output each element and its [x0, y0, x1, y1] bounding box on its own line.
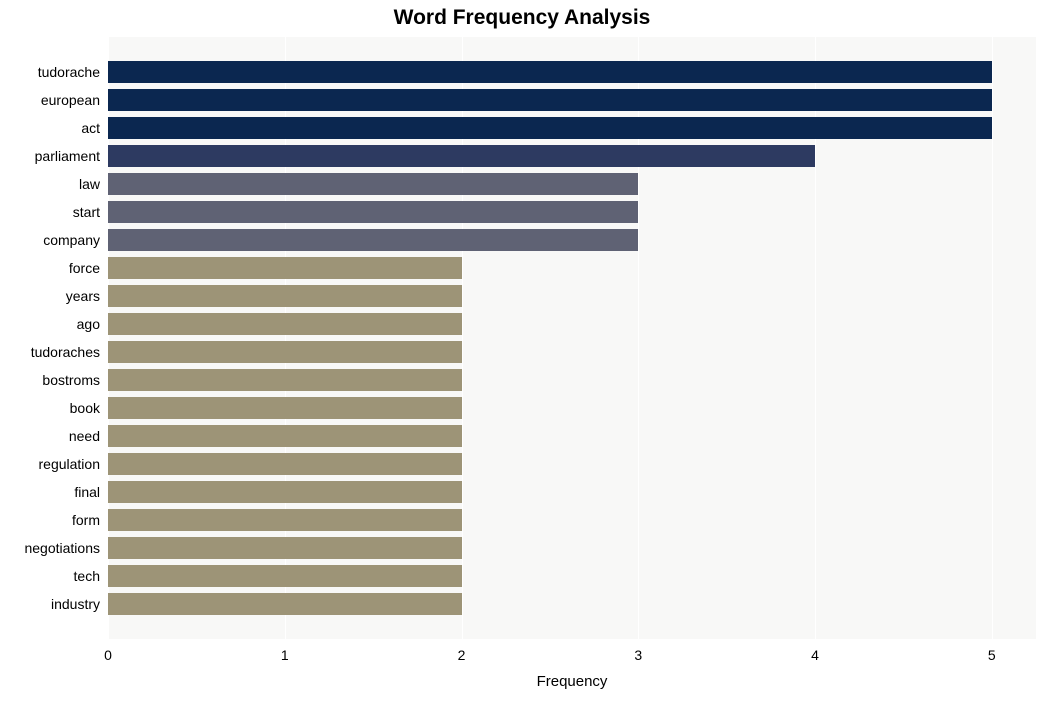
y-tick-label: need — [69, 428, 100, 444]
plot-area — [108, 37, 1036, 639]
x-tick-label: 4 — [811, 647, 819, 663]
bar — [108, 201, 638, 223]
bar — [108, 593, 462, 615]
bar — [108, 425, 462, 447]
y-tick-label: ago — [77, 316, 100, 332]
bar — [108, 509, 462, 531]
y-tick-label: act — [81, 120, 100, 136]
y-tick-label: form — [72, 512, 100, 528]
y-tick-label: parliament — [35, 148, 100, 164]
bar — [108, 481, 462, 503]
y-tick-label: industry — [51, 596, 100, 612]
y-tick-label: tudoraches — [31, 344, 100, 360]
chart-title: Word Frequency Analysis — [0, 6, 1044, 30]
y-tick-label: final — [74, 484, 100, 500]
y-tick-label: years — [66, 288, 100, 304]
x-axis-title: Frequency — [108, 673, 1036, 690]
y-tick-label: book — [70, 400, 100, 416]
y-tick-label: start — [73, 204, 100, 220]
bar — [108, 397, 462, 419]
bar — [108, 285, 462, 307]
x-tick-label: 2 — [458, 647, 466, 663]
bar — [108, 565, 462, 587]
x-tick-label: 0 — [104, 647, 112, 663]
gridline — [992, 37, 993, 639]
y-tick-label: regulation — [39, 456, 101, 472]
bar — [108, 369, 462, 391]
bar — [108, 313, 462, 335]
bar — [108, 61, 992, 83]
bar — [108, 453, 462, 475]
y-tick-label: company — [43, 232, 100, 248]
y-tick-label: force — [69, 260, 100, 276]
y-tick-label: european — [41, 92, 100, 108]
bar — [108, 537, 462, 559]
bar — [108, 117, 992, 139]
bar — [108, 341, 462, 363]
x-tick-label: 5 — [988, 647, 996, 663]
y-tick-label: tech — [74, 568, 100, 584]
bar — [108, 89, 992, 111]
y-tick-label: law — [79, 176, 100, 192]
y-tick-label: tudorache — [38, 64, 100, 80]
x-tick-label: 3 — [634, 647, 642, 663]
x-tick-label: 1 — [281, 647, 289, 663]
bar — [108, 173, 638, 195]
chart-container: Word Frequency Analysis tudorache europea… — [0, 0, 1044, 701]
bar — [108, 229, 638, 251]
bar — [108, 145, 815, 167]
y-tick-label: negotiations — [24, 540, 100, 556]
bar — [108, 257, 462, 279]
y-tick-label: bostroms — [42, 372, 100, 388]
